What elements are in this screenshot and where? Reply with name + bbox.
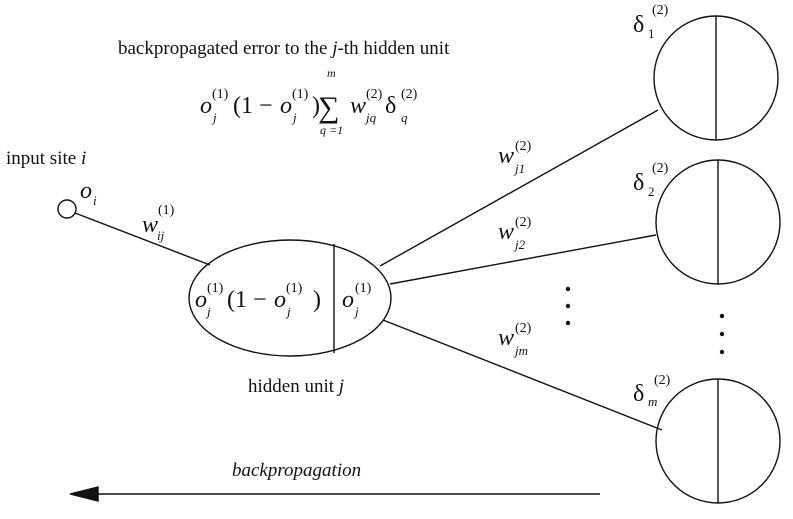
w-ij-sub: ij [157, 228, 165, 243]
formula-sup-b: (1) [292, 87, 309, 102]
input-o-sub: i [93, 193, 97, 208]
formula-one-minus: (1 − [233, 93, 273, 119]
input-site-i: i [81, 148, 86, 169]
formula-sub-a: j [211, 110, 217, 125]
right-dot-3 [719, 349, 725, 355]
delta-2: δ [633, 170, 644, 196]
w-j1-sub: j1 [513, 161, 525, 176]
formula-o-a: o [200, 93, 212, 119]
delta-1: δ [633, 12, 644, 38]
delta-m-sup: (2) [654, 373, 671, 388]
caption-j: j [329, 38, 337, 59]
w-jm: w [498, 325, 514, 351]
delta-2-sub: 2 [648, 184, 655, 199]
formula-w: w [350, 93, 366, 119]
hidden-output-o: o [342, 287, 354, 313]
delta-1-sub: 1 [648, 26, 655, 41]
formula-sub-b: j [291, 110, 297, 125]
input-node [57, 199, 77, 219]
input-site-label: input site i [6, 148, 86, 169]
hidden-unit-caption: hidden unit j [248, 376, 344, 397]
input-site-text: input site [6, 148, 81, 169]
delta-m: δ [633, 381, 644, 407]
w-j1: w [498, 143, 514, 169]
w-jm-sub: jm [513, 343, 528, 358]
formula-delta-sub: q [401, 110, 408, 125]
hidden-o-a-sub: j [205, 304, 211, 319]
formula-delta-sup: (2) [401, 87, 418, 102]
output-connection-m [382, 319, 663, 431]
hidden-output-sup: (1) [355, 281, 372, 296]
caption-prefix: backpropagated error to the [118, 38, 332, 59]
hidden-output-sub: j [353, 304, 359, 319]
sum-lower-limit: q =1 [320, 123, 343, 137]
delta-2-sup: (2) [652, 161, 669, 176]
formula-close: ) [312, 93, 320, 119]
hidden-unit-text: hidden unit [248, 376, 339, 397]
w-j2-sup: (2) [515, 215, 532, 230]
w-ij: w [142, 212, 158, 238]
input-connection [74, 212, 211, 266]
formula-o-b: o [280, 93, 292, 119]
formula-sup-a: (1) [212, 87, 229, 102]
backpropagation-arrowhead [69, 486, 99, 502]
formula-delta: δ [385, 93, 396, 119]
caption-suffix: -th hidden unit [337, 38, 450, 59]
sum-upper-limit: m [327, 66, 336, 80]
w-j2-sub: j2 [513, 237, 526, 252]
middle-dot-2 [565, 303, 571, 309]
hidden-o-b-sup: (1) [286, 281, 303, 296]
hidden-one-minus: (1 − [227, 287, 267, 313]
input-o: o [80, 178, 92, 204]
w-ij-sup: (1) [158, 203, 175, 218]
delta-1-sup: (2) [652, 3, 669, 18]
error-formula: o (1) j (1 − o (1) j ) m ∑ q =1 w (2) jq… [200, 66, 418, 137]
hidden-close: ) [313, 287, 321, 313]
sigma-symbol: ∑ [318, 91, 339, 124]
output-connection-2 [389, 234, 657, 285]
right-dot-1 [719, 313, 725, 319]
hidden-o-a: o [195, 287, 207, 313]
delta-m-sub: m [648, 394, 657, 409]
w-j1-sup: (2) [515, 139, 532, 154]
caption-text: backpropagated error to the j-th hidden … [118, 38, 450, 59]
backpropagation-label: backpropagation [232, 460, 361, 481]
middle-dot-3 [565, 320, 571, 326]
hidden-o-b-sub: j [285, 304, 291, 319]
hidden-unit-node [188, 239, 392, 357]
hidden-o-b: o [274, 287, 286, 313]
formula-w-sup: (2) [366, 87, 383, 102]
middle-dot-1 [565, 286, 571, 292]
w-j2: w [498, 219, 514, 245]
output-connection-1 [379, 109, 659, 267]
formula-w-sub: jq [364, 110, 377, 125]
right-dot-2 [719, 331, 725, 337]
hidden-unit-j: j [336, 376, 344, 397]
w-jm-sup: (2) [515, 321, 532, 336]
hidden-o-a-sup: (1) [207, 281, 224, 296]
